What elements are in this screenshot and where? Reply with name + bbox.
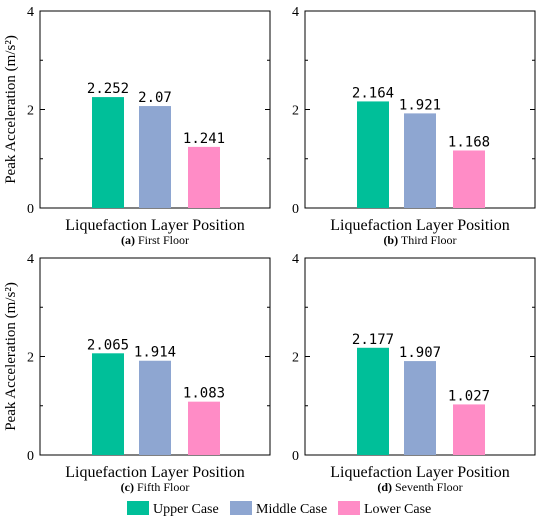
y-tick-label: 0 [27,202,34,217]
legend-label: Lower Case [364,502,431,517]
panel-caption-letter: (d) [377,480,392,494]
x-axis-title: Liquefaction Layer Position [330,464,510,481]
y-tick-label: 4 [27,5,34,20]
bar-lower-case [453,150,485,208]
y-axis-title: Peak Acceleration (m/s²) [3,35,19,184]
panel-caption: (c) Fifth Floor [121,480,190,494]
y-tick-label: 2 [27,351,34,366]
bar-value-label: 1.907 [399,345,441,361]
bar-value-label: 1.241 [183,131,225,147]
legend-label: Upper Case [153,502,219,517]
x-axis-title: Liquefaction Layer Position [65,217,245,234]
y-tick-label: 4 [292,5,299,20]
bar-value-label: 2.177 [352,332,394,348]
bar-value-label: 1.921 [399,97,441,113]
chart-panel-4: 0 2 4 2.177 1.907 1.027 Liquefaction Layer Pos… [292,252,536,494]
legend-swatch [230,501,252,515]
bar-value-label: 1.914 [134,345,176,361]
panel-caption: (a) First Floor [121,233,189,247]
panel-caption-text: First Floor [135,233,189,247]
y-tick-label: 0 [27,449,34,464]
bar-middle-case [404,361,436,455]
bar-value-label: 1.168 [448,134,490,150]
panel-caption-letter: (c) [121,480,134,494]
panel-caption-letter: (a) [121,233,135,247]
bar-value-label: 2.065 [87,337,129,353]
bar-upper-case [357,101,389,208]
bar-middle-case [139,106,171,208]
chart-panel-2: 0 2 4 2.164 1.921 1.168 Liquefaction Layer Pos… [292,5,536,247]
y-tick-label: 4 [27,252,34,267]
bar-value-label: 1.083 [183,386,225,402]
bar-lower-case [188,401,220,455]
bar-upper-case [92,97,124,208]
y-tick-label: 0 [292,202,299,217]
legend: Upper Case Middle Case Lower Case [127,501,431,517]
x-axis-title: Liquefaction Layer Position [65,464,245,481]
bar-upper-case [357,347,389,455]
legend-swatch [338,501,360,515]
y-tick-label: 0 [292,449,299,464]
y-axis-title: Peak Acceleration (m/s²) [3,282,19,431]
panel-caption-text: Third Floor [398,233,456,247]
y-tick-label: 2 [292,104,299,119]
panel-caption: (b) Third Floor [383,233,456,247]
bar-value-label: 2.252 [87,81,129,97]
y-tick-label: 4 [292,252,299,267]
chart-panel-1: 0 2 4 2.252 2.07 1.241 Liquefaction Layer Posi… [3,5,271,247]
panel-caption-letter: (b) [383,233,398,247]
bar-upper-case [92,353,124,455]
panel-caption-text: Seventh Floor [392,480,463,494]
legend-label: Middle Case [256,502,327,517]
panel-caption: (d) Seventh Floor [377,480,462,494]
chart-panel-3: 0 2 4 2.065 1.914 1.083 Liquefaction Layer Pos… [3,252,271,494]
bar-lower-case [188,146,220,208]
bar-value-label: 2.164 [352,85,394,101]
x-axis-title: Liquefaction Layer Position [330,217,510,234]
y-tick-label: 2 [27,104,34,119]
bar-value-label: 1.027 [448,388,490,404]
bar-middle-case [139,360,171,455]
bar-lower-case [453,404,485,455]
y-tick-label: 2 [292,351,299,366]
legend-swatch [127,501,149,515]
bar-value-label: 2.07 [138,90,172,106]
bar-middle-case [404,113,436,208]
panel-caption-text: Fifth Floor [134,480,189,494]
